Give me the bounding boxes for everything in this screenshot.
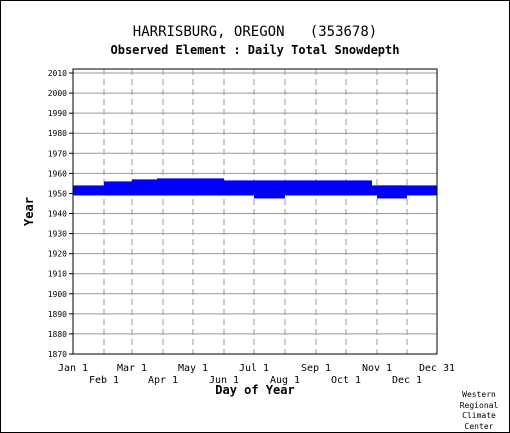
x-tick-label: Oct 1 [331, 375, 361, 386]
data-block [254, 183, 285, 199]
data-block [157, 178, 224, 196]
y-tick-label: 1920 [48, 250, 67, 259]
credit-line: Center [464, 421, 494, 431]
data-block [224, 180, 372, 196]
y-tick-labels: 2010 2000 1990 1980 1970 1960 1950 1940 1930 1920… [48, 69, 67, 359]
y-tick-label: 1940 [48, 210, 67, 219]
chart-subtitle: Observed Element : Daily Total Snowdepth [110, 43, 400, 57]
x-tick-label: Apr 1 [148, 375, 178, 386]
x-tick-label: Aug 1 [270, 375, 300, 386]
y-axis-label: Year [22, 197, 36, 226]
data-block [377, 185, 407, 199]
x-tick-label: Jan 1 [58, 363, 88, 374]
x-axis-label: Day of Year [215, 383, 294, 397]
y-tick-label: 1880 [48, 330, 67, 339]
y-tick-label: 1970 [48, 149, 67, 158]
x-tick-label: Sep 1 [301, 363, 331, 374]
x-tick-labels: Jan 1 Mar 1 May 1 Jul 1 Sep 1 Nov 1 Dec 31 Feb … [58, 363, 455, 386]
x-tick-label: Jun 1 [209, 375, 239, 386]
y-tick-label: 1870 [48, 350, 67, 359]
chart-title: HARRISBURG, OREGON (353678) [132, 24, 378, 40]
y-tick-label: 1890 [48, 310, 67, 319]
plot-border [72, 68, 438, 355]
x-tick-label: Dec 1 [392, 375, 422, 386]
y-tick-label: 1960 [48, 169, 67, 178]
data-layer [73, 178, 437, 199]
y-tick-label: 1900 [48, 290, 67, 299]
credit-line: Regional [459, 400, 499, 410]
y-tick-label: 2000 [48, 89, 67, 98]
y-tick-label: 1910 [48, 270, 67, 279]
credit-block: Western Regional Climate Center [450, 390, 508, 432]
credit-line: Climate [462, 411, 496, 420]
x-tick-label: Jul 1 [239, 363, 269, 374]
y-tick-label: 1980 [48, 129, 67, 138]
credit-line: Western [462, 390, 496, 399]
grid-layer [69, 69, 437, 355]
x-tick-label: Mar 1 [117, 363, 147, 374]
y-tick-label: 2010 [48, 69, 67, 78]
x-tick-label: Dec 31 [419, 363, 455, 374]
x-tick-label: Feb 1 [89, 375, 119, 386]
x-tick-label: May 1 [178, 363, 208, 374]
x-tick-label: Nov 1 [362, 363, 392, 374]
y-tick-label: 1930 [48, 230, 67, 239]
y-tick-label: 1990 [48, 109, 67, 118]
y-tick-label: 1950 [48, 189, 67, 198]
